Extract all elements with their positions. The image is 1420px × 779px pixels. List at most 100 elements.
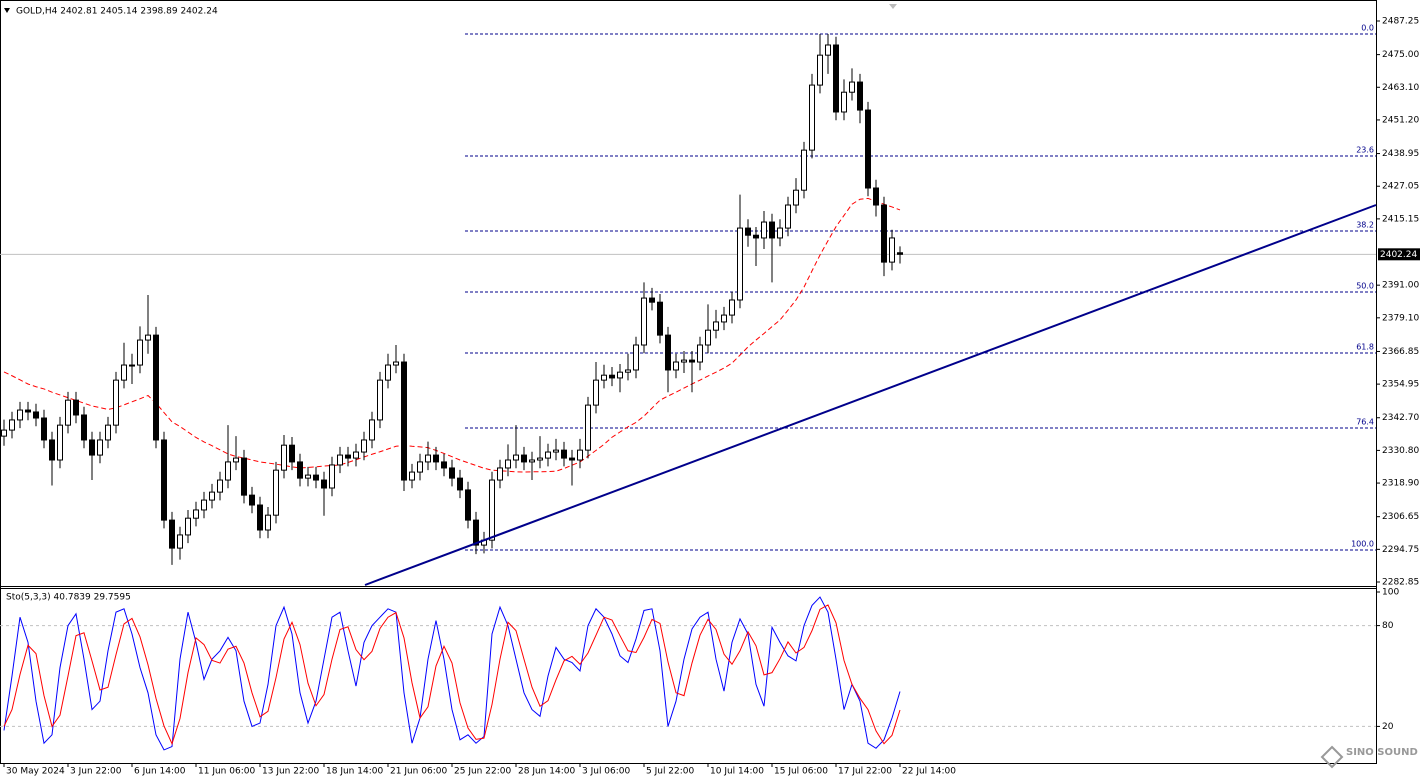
y-tick-label: 2354.95 (1382, 380, 1419, 390)
candle-body (545, 451, 551, 459)
candle-body (217, 479, 223, 493)
y-tick-label: 100 (1382, 588, 1399, 598)
candle-body (41, 417, 47, 441)
candle-body (441, 461, 447, 469)
y-tick-label: 2294.75 (1382, 545, 1419, 555)
candle-body (377, 379, 383, 421)
candle-body (737, 227, 743, 301)
candle-body (625, 369, 631, 373)
candle-body (489, 479, 495, 541)
candle-body (177, 534, 183, 549)
candle-body (321, 479, 327, 489)
candle-body (801, 149, 807, 191)
y-tick-label: 2475.00 (1382, 50, 1419, 60)
candle-body (569, 457, 575, 461)
x-tick-label: 10 Jul 14:00 (710, 767, 764, 777)
watermark-text: SINO SOUND (1346, 747, 1418, 758)
y-tick-label: 2306.65 (1382, 512, 1419, 522)
candle-body (617, 371, 623, 379)
chart-title: GOLD,H4 2402.81 2405.14 2398.89 2402.24 (16, 7, 218, 17)
fib-label: 23.6 (1356, 145, 1374, 154)
candle-body (849, 81, 855, 93)
candle-body (449, 467, 455, 479)
candle-body (265, 514, 271, 531)
candle-body (641, 297, 647, 346)
candle-body (305, 474, 311, 479)
candle-body (793, 189, 799, 206)
y-tick-label: 20 (1382, 722, 1394, 732)
y-tick-label: 2379.10 (1382, 313, 1419, 323)
candle-body (97, 439, 103, 456)
candle-body (841, 91, 847, 113)
x-tick-label: 13 Jun 22:00 (262, 767, 319, 777)
candle-body (689, 359, 695, 363)
candle-body (225, 461, 231, 481)
candle-body (337, 454, 343, 466)
x-tick-label: 15 Jul 06:00 (774, 767, 828, 777)
x-tick-label: 18 Jun 14:00 (326, 767, 383, 777)
candle-body (33, 411, 39, 419)
candle-body (889, 237, 895, 263)
candle-body (273, 469, 279, 516)
current-price-label: 2402.24 (1380, 250, 1417, 260)
y-tick-label: 2463.10 (1382, 83, 1419, 93)
candle-body (153, 334, 159, 441)
candle-body (505, 459, 511, 469)
candle-body (169, 519, 175, 549)
candle-body (529, 459, 535, 463)
candle-body (753, 234, 759, 239)
y-tick-label: 2342.70 (1382, 413, 1419, 423)
candle-body (785, 204, 791, 229)
candle-body (57, 424, 63, 461)
candle-body (89, 439, 95, 456)
candle-body (409, 471, 415, 481)
y-tick-label: 2366.85 (1382, 347, 1419, 357)
candle-body (657, 301, 663, 336)
watermark: SINO SOUND (1320, 745, 1418, 769)
fib-label: 50.0 (1356, 282, 1374, 291)
candle-body (129, 364, 135, 367)
x-tick-label: 30 May 2024 (6, 767, 65, 777)
candle-body (65, 399, 71, 426)
candle-body (465, 489, 471, 521)
y-tick-label: 2427.05 (1382, 182, 1419, 192)
candle-body (777, 227, 783, 239)
candle-body (193, 509, 199, 519)
shift-marker (889, 4, 897, 9)
candle-body (497, 467, 503, 481)
candle-body (713, 321, 719, 331)
candle-body (817, 54, 823, 86)
candle-body (873, 187, 879, 206)
candle-body (897, 252, 903, 255)
x-tick-label: 6 Jun 14:00 (134, 767, 186, 777)
candle-body (433, 454, 439, 463)
y-tick-label: 2318.90 (1382, 479, 1419, 489)
candle-body (73, 399, 79, 416)
candle-body (393, 361, 399, 366)
candle-body (473, 519, 479, 546)
x-tick-label: 5 Jul 22:00 (646, 767, 695, 777)
candle-body (249, 494, 255, 506)
fib-label: 100.0 (1351, 540, 1374, 549)
candle-body (161, 439, 167, 521)
plot-layer: 2487.25 2475.00 2463.10 2451.20 2438.95 2427.… (0, 16, 1420, 777)
candle-body (145, 334, 151, 341)
candle-body (649, 297, 655, 303)
candle-body (809, 84, 815, 151)
y-tick-label: 2330.80 (1382, 446, 1419, 456)
candle-body (25, 409, 31, 413)
candle-body (561, 449, 567, 459)
candle-body (825, 44, 831, 56)
fib-label: 38.2 (1356, 220, 1374, 229)
candle-body (585, 404, 591, 451)
indicator-title: Sto(5,3,3) 40.7839 29.7595 (6, 593, 131, 603)
x-tick-label: 22 Jul 14:00 (902, 767, 956, 777)
candle-body (457, 477, 463, 491)
candle-body (345, 454, 351, 459)
candle-body (769, 221, 775, 239)
fib-label: 0.0 (1361, 24, 1374, 33)
x-tick-label: 25 Jun 22:00 (454, 767, 511, 777)
candle-body (289, 444, 295, 463)
